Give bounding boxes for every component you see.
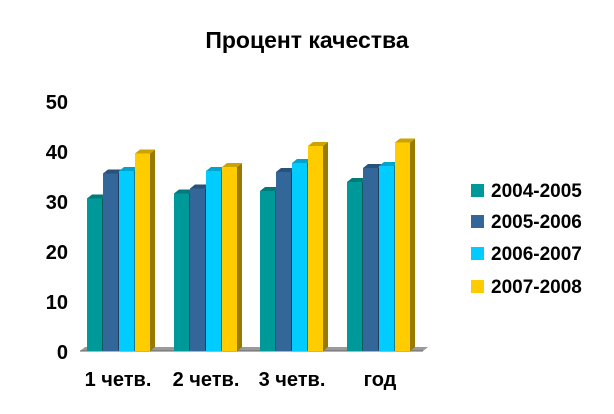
legend: 2004-2005 2005-2006 2006-2007 2007-2008 <box>471 181 582 298</box>
bar-top <box>260 187 280 191</box>
bar-front <box>308 146 323 351</box>
floor-plane <box>80 347 428 351</box>
y-tick-label: 10 <box>46 292 68 314</box>
legend-label: 2007-2008 <box>491 277 582 298</box>
x-tick-label: год <box>364 369 397 391</box>
bar-front <box>379 166 394 351</box>
y-tick-label: 20 <box>46 242 68 264</box>
legend-label: 2006-2007 <box>491 244 582 265</box>
bar-top <box>292 159 312 163</box>
bar-front <box>190 188 205 351</box>
bar-front <box>347 182 362 351</box>
legend-swatch <box>471 280 484 293</box>
bars <box>87 138 415 351</box>
y-tick-label: 30 <box>46 192 68 214</box>
bar-side <box>323 142 328 351</box>
bar-side <box>237 163 242 351</box>
legend-swatch <box>471 184 484 197</box>
bar-top <box>103 169 123 174</box>
bar-front <box>260 191 275 351</box>
bar-top <box>276 168 296 172</box>
x-tick-label: 1 четв. <box>85 369 152 391</box>
bar-top <box>379 162 399 166</box>
bar-top <box>395 138 415 143</box>
legend-label: 2005-2006 <box>491 212 582 233</box>
bar-top <box>206 167 226 171</box>
legend-swatch <box>471 247 484 260</box>
y-tick-label: 0 <box>57 342 68 364</box>
bar <box>135 149 155 351</box>
bar-side <box>150 149 155 351</box>
bar-top <box>87 194 107 199</box>
bar-top <box>174 189 194 194</box>
x-axis-ticks: 1 четв. 2 четв. 3 четв. год <box>85 369 397 391</box>
bar-front <box>103 173 118 351</box>
bar-front <box>292 163 307 351</box>
bar-front <box>206 171 221 351</box>
bar-front <box>174 193 189 351</box>
bar-top <box>347 178 367 182</box>
y-tick-label: 50 <box>46 92 68 114</box>
bar-side <box>410 138 415 351</box>
x-tick-label: 2 четв. <box>173 369 240 391</box>
bar-front <box>395 142 410 351</box>
chart-title: Процент качества <box>205 27 409 53</box>
bar-front <box>363 168 378 351</box>
y-tick-label: 40 <box>46 142 68 164</box>
bar-front <box>119 171 134 351</box>
y-axis-ticks: 0 10 20 30 40 50 <box>46 92 68 364</box>
bar-front <box>87 198 102 351</box>
bar <box>222 163 242 351</box>
bar-front <box>222 167 237 351</box>
legend-swatch <box>471 215 484 228</box>
bar-top <box>119 167 139 171</box>
bar <box>308 142 328 351</box>
x-tick-label: 3 четв. <box>259 369 326 391</box>
bar-top <box>135 149 155 154</box>
bar-top <box>363 164 383 168</box>
bar-front <box>135 153 150 351</box>
bar-top <box>308 142 328 146</box>
legend-label: 2004-2005 <box>491 181 582 202</box>
bar-top <box>222 163 242 167</box>
bar <box>395 138 415 351</box>
bar-front <box>276 172 291 351</box>
bar-top <box>190 184 210 189</box>
